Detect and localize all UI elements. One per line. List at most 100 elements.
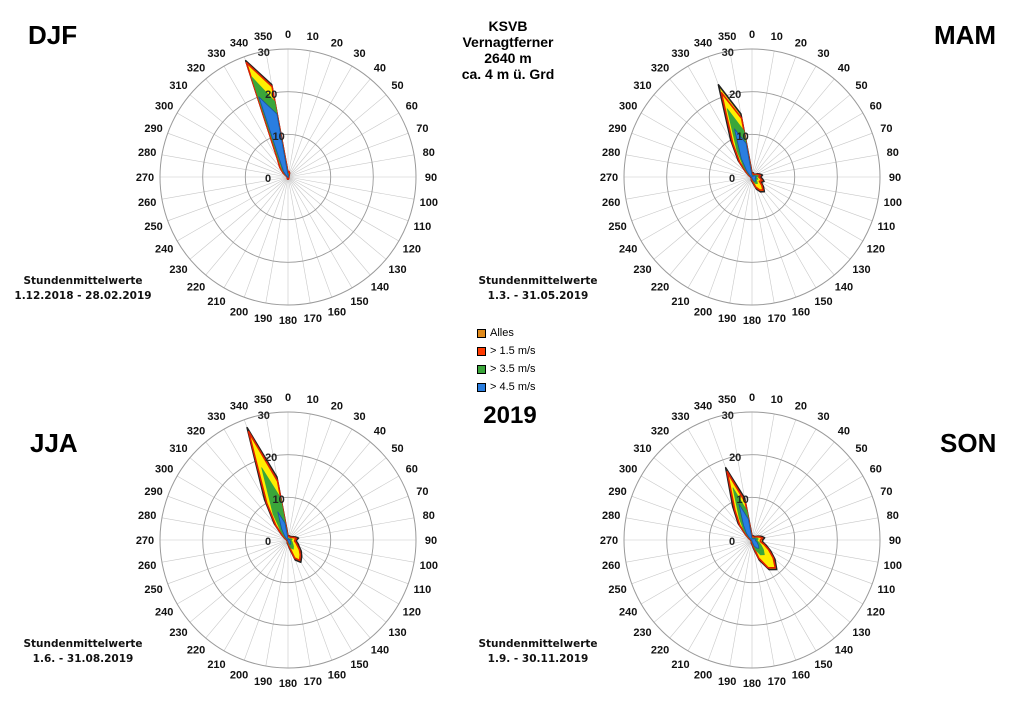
direction-label: 330 [207,411,225,423]
grid-spoke [751,441,835,541]
grid-spoke [167,539,289,585]
direction-label: 170 [304,313,322,325]
direction-label: 0 [285,392,291,404]
grid-spoke [176,176,289,242]
direction-label: 240 [619,607,637,619]
direction-label: 180 [279,315,297,327]
grid-spoke [653,176,753,260]
direction-label: 170 [768,313,786,325]
direction-label: 320 [651,63,669,75]
radial-tick-label: 20 [265,89,277,101]
grid-spoke [287,78,371,178]
direction-label: 110 [878,584,896,596]
direction-label: 0 [749,392,755,404]
rose-series-jja-3 [277,511,292,545]
direction-label: 320 [187,63,205,75]
direction-label: 270 [600,535,618,547]
legend-item-over-4-5: > 4.5 m/s [477,378,536,396]
grid-spoke [287,539,409,585]
grid-spoke [287,539,387,623]
direction-label: 140 [835,645,853,657]
direction-label: 20 [795,401,807,413]
radial-tick-label: 30 [258,47,270,59]
direction-label: 210 [207,659,225,671]
direction-label: 110 [414,221,432,233]
grid-spoke [189,539,289,623]
direction-label: 40 [374,63,386,75]
direction-label: 130 [852,264,870,276]
legend-label: > 1.5 m/s [490,345,536,357]
grid-spoke [625,539,753,563]
grid-spoke [751,154,879,178]
grid-spoke [751,539,873,585]
direction-label: 160 [328,669,346,681]
direction-label: 70 [880,123,892,135]
period-son-line2: 1.9. - 30.11.2019 [487,653,589,665]
grid-spoke [205,78,289,178]
radial-tick-label: 30 [258,410,270,422]
grid-ring [623,48,881,306]
grid-spoke [167,132,289,178]
grid-spoke [653,457,753,541]
direction-label: 40 [838,63,850,75]
period-jja-line2: 1.6. - 31.08.2019 [32,653,134,665]
legend-swatch [477,382,486,392]
grid-spoke [287,176,387,260]
rose-series-mam-3 [734,128,757,182]
grid-spoke [287,441,371,541]
grid-spoke [287,419,333,541]
radial-tick-label: 30 [722,47,734,59]
direction-label: 60 [870,464,882,476]
grid-spoke [625,154,753,178]
direction-label: 180 [743,315,761,327]
direction-label: 280 [138,147,156,159]
direction-label: 170 [768,676,786,688]
direction-label: 60 [406,464,418,476]
grid-spoke [631,495,753,541]
period-jja-line1: Stundenmittelwerte [23,638,143,650]
period-djf-line1: Stundenmittelwerte [23,275,143,287]
direction-label: 60 [870,101,882,113]
grid-spoke [287,495,409,541]
direction-label: 50 [391,443,403,455]
radial-tick-label: 20 [729,452,741,464]
direction-label: 350 [718,31,736,43]
direction-label: 230 [633,264,651,276]
grid-spoke [751,176,879,200]
grid-spoke [751,78,835,178]
direction-label: 220 [187,645,205,657]
grid-ring [244,496,332,584]
grid-spoke [265,539,289,667]
direction-label: 290 [144,123,162,135]
direction-label: 60 [406,101,418,113]
grid-spoke [243,176,289,298]
direction-label: 70 [880,486,892,498]
legend-swatch [477,328,486,338]
direction-label: 270 [600,172,618,184]
direction-label: 20 [331,38,343,50]
station-header: KSVB Vernagtferner 2640 m ca. 4 m ü. Grd [448,18,568,82]
direction-label: 330 [671,411,689,423]
grid-spoke [287,539,400,605]
grid-ring [708,496,796,584]
direction-label: 260 [138,197,156,209]
direction-label: 250 [608,221,626,233]
direction-label: 240 [155,607,173,619]
direction-label: 210 [207,296,225,308]
grid-spoke [287,154,415,178]
grid-ring [202,454,374,626]
direction-label: 10 [307,394,319,406]
direction-label: 200 [694,306,712,318]
legend-label: > 3.5 m/s [490,363,536,375]
direction-label: 310 [633,80,651,92]
grid-spoke [287,65,353,178]
direction-label: 310 [633,443,651,455]
period-son-line1: Stundenmittelwerte [478,638,598,650]
period-mam: Stundenmittelwerte 1.3. - 31.05.2019 [463,274,613,304]
season-label-mam: MAM [934,20,997,50]
direction-label: 180 [279,678,297,690]
grid-spoke [205,176,289,276]
